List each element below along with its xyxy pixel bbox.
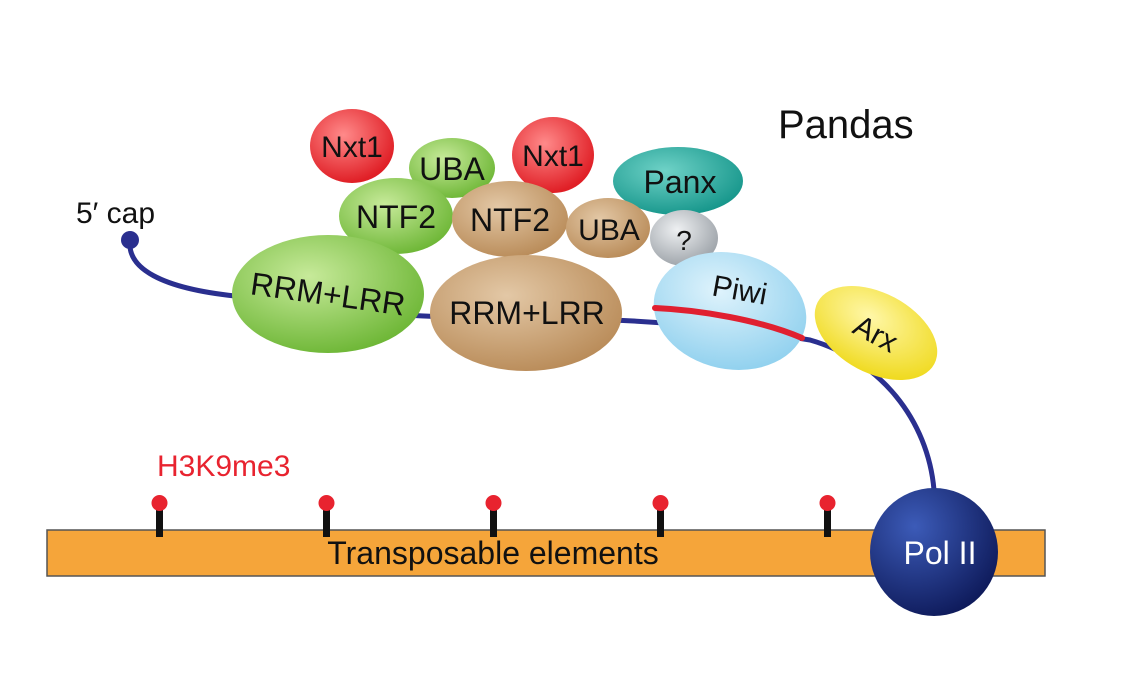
uba-small-label: UBA (578, 214, 640, 247)
cap-label: 5′ cap (76, 197, 155, 230)
rrm-lrr-left: RRM+LRR (232, 235, 424, 353)
uba-small: UBA (566, 198, 650, 258)
rrm-lrr-right-label: RRM+LRR (449, 295, 605, 331)
unknown-protein-label: ? (676, 225, 692, 256)
uba-top-label: UBA (419, 151, 485, 187)
panx-label: Panx (644, 164, 717, 200)
h3k9me3-mark (151, 495, 168, 537)
h3k9me3-label: H3K9me3 (157, 450, 290, 483)
nxt1-left: Nxt1 (310, 109, 394, 183)
ntf2-left: NTF2 (339, 178, 453, 254)
ntf2-right-label: NTF2 (470, 202, 550, 238)
h3k9me3-mark (819, 495, 836, 537)
pirna-strand (652, 305, 805, 341)
nxt1-right: Nxt1 (512, 117, 594, 193)
ntf2-left-label: NTF2 (356, 199, 436, 235)
bar-label: Transposable elements (327, 535, 658, 571)
piwi: Piwi (653, 252, 807, 370)
unknown-protein: ? (650, 210, 718, 266)
rrm-lrr-right: RRM+LRR (430, 255, 622, 371)
uba-top: UBA (409, 138, 495, 198)
ntf2-right: NTF2 (452, 181, 568, 257)
pol-ii-label: Pol II (904, 535, 977, 571)
h3k9me3-marks (151, 495, 836, 537)
h3k9me3-mark (652, 495, 669, 537)
nxt1-right-label: Nxt1 (522, 140, 584, 173)
5-prime-cap-icon (121, 231, 139, 249)
h3k9me3-mark (485, 495, 502, 537)
pol-ii: Pol II (870, 488, 998, 616)
arx: Arx (814, 286, 938, 380)
panx: Panx (613, 147, 743, 215)
diagram-title: Pandas (778, 103, 914, 147)
h3k9me3-mark (318, 495, 335, 537)
nxt1-left-label: Nxt1 (321, 131, 383, 164)
